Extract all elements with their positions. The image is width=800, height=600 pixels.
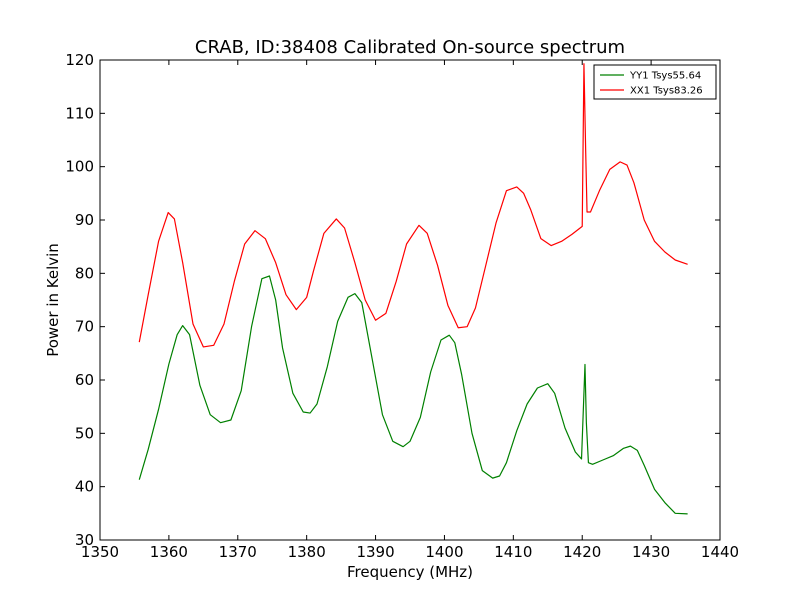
- plot-area: 1350 1360 1370 1380 1390 1400 1410 1420 1430 1440…: [65, 51, 739, 561]
- x-tick-label-3: 1380: [288, 543, 326, 561]
- x-tick-label-8: 1430: [632, 543, 670, 561]
- y-tick-label-5: 80: [75, 264, 94, 282]
- y-tick-label-7: 100: [65, 158, 94, 176]
- x-tick-label-6: 1410: [494, 543, 532, 561]
- series-line-1: [138, 63, 688, 348]
- legend-label-0: YY1 Tsys55.64: [629, 71, 701, 82]
- y-tick-label-1: 40: [75, 478, 94, 496]
- y-tick-label-4: 70: [75, 318, 94, 336]
- chart-title: CRAB, ID:38408 Calibrated On-source spec…: [195, 37, 625, 58]
- x-axis-label: Frequency (MHz): [347, 563, 473, 581]
- x-tick-label-9: 1440: [701, 543, 739, 561]
- x-tick-label-7: 1420: [563, 543, 601, 561]
- y-tick-label-3: 60: [75, 371, 94, 389]
- series-line-0: [138, 275, 688, 515]
- legend-label-1: XX1 Tsys83.26: [630, 86, 703, 97]
- legend-box: [593, 64, 717, 100]
- y-axis-label: Power in Kelvin: [44, 243, 62, 357]
- x-tick-label-1: 1360: [150, 543, 188, 561]
- y-tick-label-0: 30: [75, 531, 94, 549]
- x-tick-label-0: 1350: [81, 543, 119, 561]
- y-tick-label-2: 50: [75, 424, 94, 442]
- y-tick-label-6: 90: [75, 211, 94, 229]
- x-tick-label-5: 1400: [425, 543, 463, 561]
- y-tick-label-9: 120: [65, 51, 94, 69]
- x-tick-label-4: 1390: [356, 543, 394, 561]
- x-tick-label-2: 1370: [219, 543, 257, 561]
- plot-frame: [99, 59, 721, 541]
- y-tick-label-8: 110: [65, 104, 94, 122]
